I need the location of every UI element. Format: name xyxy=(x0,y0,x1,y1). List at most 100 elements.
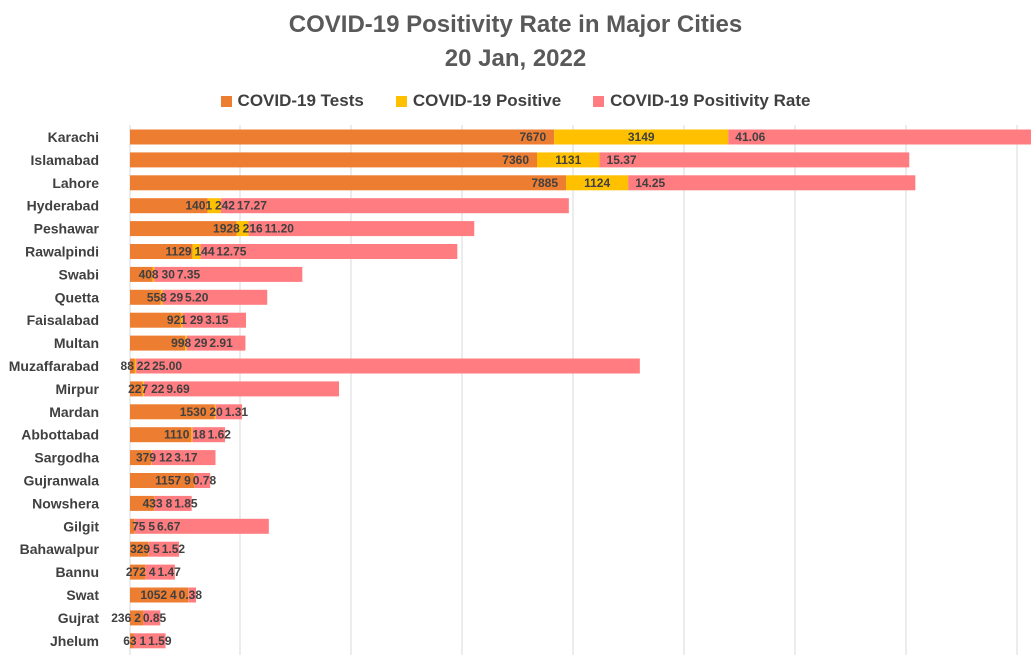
bar-rate xyxy=(162,289,268,305)
legend-label-positive: COVID-19 Positive xyxy=(412,91,562,110)
bar-positive xyxy=(148,541,149,557)
data-label-rate: 0.38 xyxy=(179,588,203,602)
data-label-tests: 1530 xyxy=(180,405,207,419)
bar-rate xyxy=(143,381,340,397)
data-label-tests: 75 xyxy=(132,519,146,533)
data-label-tests: 379 xyxy=(136,451,156,465)
data-label-positive: 4 xyxy=(170,588,177,602)
data-label-positive: 1131 xyxy=(555,153,581,167)
bar-tests xyxy=(130,358,135,374)
bar-rate xyxy=(154,266,303,282)
category-label: Swabi xyxy=(59,266,99,282)
category-label: Rawalpindi xyxy=(25,244,99,260)
data-label-rate: 14.25 xyxy=(635,176,665,190)
category-label: Nowshera xyxy=(32,495,99,511)
data-label-tests: 998 xyxy=(171,336,191,350)
data-label-rate: 6.67 xyxy=(157,519,181,533)
category-label: Islamabad xyxy=(31,152,99,168)
legend-swatch-positive xyxy=(395,95,407,107)
data-label-tests: 7360 xyxy=(502,153,529,167)
bar-tests xyxy=(130,587,189,603)
data-label-positive: 5 xyxy=(153,542,160,556)
category-label: Gilgit xyxy=(63,518,99,534)
bar-tests xyxy=(130,152,538,168)
data-label-positive: 12 xyxy=(159,451,173,465)
bar-positive xyxy=(134,358,137,374)
data-label-positive: 4 xyxy=(149,565,156,579)
category-label: Sargodha xyxy=(34,450,99,466)
bar-tests xyxy=(130,221,237,237)
bar-rate xyxy=(148,541,180,557)
data-label-positive: 1124 xyxy=(584,176,610,190)
data-label-rate: 1.62 xyxy=(208,428,232,442)
bar-tests xyxy=(130,518,135,534)
data-label-tests: 433 xyxy=(143,496,163,510)
data-label-rate: 7.35 xyxy=(177,267,201,281)
data-label-tests: 7885 xyxy=(531,176,558,190)
data-label-positive: 1 xyxy=(140,634,147,648)
category-label: Mardan xyxy=(49,404,99,420)
category-label: Peshawar xyxy=(34,221,100,237)
data-label-tests: 1129 xyxy=(166,245,192,259)
bar-rate xyxy=(186,335,246,351)
bar-rate xyxy=(192,427,226,443)
data-label-rate: 17.27 xyxy=(237,199,267,213)
bar-tests xyxy=(130,610,144,626)
bar-rate xyxy=(188,587,197,603)
data-label-rate: 2.91 xyxy=(209,336,233,350)
bar-rate xyxy=(599,152,910,168)
bar-rate xyxy=(143,610,161,626)
category-label: Gujrat xyxy=(58,610,100,626)
category-label: Lahore xyxy=(52,175,99,191)
data-label-tests: 1052 xyxy=(140,588,167,602)
category-label: Swat xyxy=(66,587,99,603)
bar-positive xyxy=(214,404,216,420)
data-label-tests: 1401 xyxy=(185,199,212,213)
legend-label-tests: COVID-19 Tests xyxy=(237,91,364,110)
data-label-rate: 9.69 xyxy=(166,382,190,396)
data-label-tests: 1928 xyxy=(213,222,240,236)
chart-title: COVID-19 Positivity Rate in Major Cities xyxy=(288,11,743,38)
data-label-positive: 144 xyxy=(194,245,214,259)
data-label-tests: 408 xyxy=(139,267,159,281)
data-label-positive: 8 xyxy=(166,496,173,510)
bar-rate xyxy=(154,495,192,511)
bar-positive xyxy=(185,335,187,351)
bar-positive xyxy=(180,312,183,328)
data-label-positive: 2 xyxy=(134,611,141,625)
data-label-rate: 3.15 xyxy=(205,313,229,327)
data-label-tests: 272 xyxy=(126,565,146,579)
category-label: Karachi xyxy=(48,129,99,145)
data-label-positive: 30 xyxy=(162,267,176,281)
bar-tests xyxy=(130,198,208,214)
chart-subtitle: 20 Jan, 2022 xyxy=(444,45,587,72)
bar-rate xyxy=(215,404,243,420)
data-label-tests: 227 xyxy=(128,382,148,396)
category-label: Abbottabad xyxy=(21,427,99,443)
bar-positive xyxy=(554,129,729,145)
bar-tests xyxy=(130,495,154,511)
data-label-rate: 0.78 xyxy=(193,474,217,488)
bar-rate xyxy=(628,175,916,191)
bar-positive xyxy=(236,221,249,237)
data-label-positive: 242 xyxy=(215,199,235,213)
data-label-positive: 9 xyxy=(184,474,191,488)
bar-positive xyxy=(160,289,163,305)
category-label: Quetta xyxy=(55,289,100,305)
data-label-rate: 11.20 xyxy=(265,222,295,236)
bar-positive xyxy=(537,152,600,168)
bar-tests xyxy=(130,312,181,328)
chart-legend: COVID-19 Tests COVID-19 Positive COVID-1… xyxy=(0,91,1031,111)
data-label-tests: 1110 xyxy=(164,428,190,442)
bar-tests xyxy=(130,129,555,145)
bar-positive xyxy=(152,266,155,282)
category-label: Jhelum xyxy=(50,633,99,649)
legend-item-positive: COVID-19 Positive xyxy=(395,91,562,111)
bar-rate xyxy=(182,312,247,328)
category-label: Hyderabad xyxy=(27,198,99,214)
legend-item-rate: COVID-19 Positivity Rate xyxy=(593,91,810,111)
legend-swatch-tests xyxy=(220,95,232,107)
data-label-rate: 25.00 xyxy=(152,359,182,373)
bar-rate xyxy=(220,198,569,214)
data-label-rate: 12.75 xyxy=(216,245,246,259)
